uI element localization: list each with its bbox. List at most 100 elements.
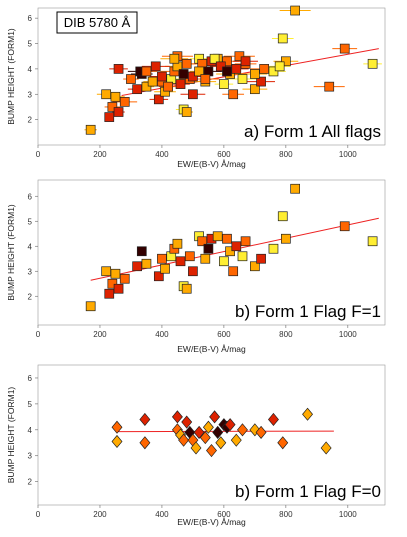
point: [339, 43, 350, 54]
point: [139, 412, 151, 426]
point: [178, 433, 190, 447]
point: [139, 436, 151, 450]
point: [237, 251, 248, 262]
point: [256, 76, 266, 87]
x-tick-label: 800: [279, 330, 293, 339]
point: [209, 53, 220, 64]
point: [222, 233, 232, 244]
point: [212, 425, 224, 439]
x-tick-label: 200: [93, 150, 107, 159]
x-tick-label: 600: [217, 510, 231, 519]
point: [171, 410, 183, 424]
y-tick-label: 3: [28, 90, 33, 99]
point: [110, 91, 121, 102]
y-tick-label: 6: [28, 374, 33, 383]
point: [111, 420, 123, 434]
point: [163, 81, 173, 92]
point: [268, 412, 279, 426]
point: [234, 51, 245, 62]
annotation: DIB 5780 Å: [64, 15, 131, 30]
panel: 0 200 400 600 800 1000 2 3 4 5 6 EW/E(B-V) Å/mag BUM…: [6, 179, 386, 354]
point: [206, 444, 217, 458]
point: [324, 81, 335, 92]
x-tick-label: 0: [36, 330, 41, 339]
plot-frame: [37, 364, 386, 506]
point: [250, 69, 260, 79]
point: [339, 221, 350, 232]
point: [281, 56, 291, 67]
point: [231, 241, 242, 252]
y-tick-label: 4: [28, 242, 33, 251]
point: [175, 79, 186, 89]
y-tick-label: 5: [28, 400, 33, 409]
panel-title: b) Form 1 Flag F=1: [235, 302, 381, 321]
x-tick-label: 400: [155, 330, 169, 339]
point: [110, 268, 121, 279]
point: [209, 410, 221, 424]
point: [160, 263, 170, 274]
point: [200, 253, 211, 264]
point: [184, 251, 195, 262]
point: [150, 61, 161, 72]
x-tick-label: 1000: [339, 330, 357, 339]
point: [188, 71, 198, 82]
x-tick-label: 800: [279, 150, 293, 159]
point: [231, 64, 242, 74]
y-tick-label: 5: [28, 217, 33, 226]
panel: 0 200 400 600 800 1000 2 3 4 5 6 EW/E(B-V) Å/mag BUM…: [6, 364, 386, 527]
x-tick-label: 600: [217, 150, 231, 159]
point: [104, 112, 115, 122]
point: [119, 97, 130, 107]
point: [172, 238, 183, 249]
point: [228, 89, 239, 100]
point: [181, 415, 193, 429]
point: [153, 94, 164, 105]
point: [274, 61, 285, 72]
point: [302, 407, 314, 421]
x-tick-label: 200: [93, 510, 107, 519]
point: [136, 246, 147, 257]
y-axis-label: BUMP HEIGHT (FORM1): [6, 204, 16, 301]
x-axis-label: EW/E(B-V) Å/mag: [177, 344, 246, 354]
point: [194, 66, 204, 77]
y-tick-label: 5: [28, 40, 33, 49]
y-tick-label: 3: [28, 267, 33, 276]
x-tick-label: 200: [93, 330, 107, 339]
point: [190, 441, 202, 455]
point: [157, 253, 167, 264]
point: [215, 61, 226, 72]
point: [240, 56, 251, 67]
x-tick-label: 1000: [339, 150, 357, 159]
point: [107, 102, 118, 112]
x-axis-label: EW/E(B-V) Å/mag: [177, 517, 246, 527]
point: [277, 436, 289, 450]
panel-title: a) Form 1 All flags: [244, 122, 381, 141]
point: [215, 436, 227, 450]
point: [320, 441, 332, 455]
point: [222, 56, 232, 67]
point: [240, 236, 251, 247]
point: [181, 107, 192, 117]
point: [85, 124, 96, 135]
point: [277, 211, 288, 222]
y-tick-label: 2: [28, 292, 33, 301]
point: [181, 58, 192, 69]
y-axis-label: BUMP HEIGHT (FORM1): [6, 387, 16, 484]
point: [101, 266, 112, 277]
point: [199, 431, 211, 445]
point: [290, 183, 301, 194]
point: [200, 74, 211, 84]
point: [141, 66, 152, 77]
x-tick-label: 800: [279, 510, 293, 519]
y-tick-label: 6: [28, 14, 33, 23]
point: [219, 79, 229, 89]
point: [132, 261, 142, 272]
point: [290, 5, 301, 16]
point: [259, 64, 270, 74]
point: [255, 425, 267, 439]
point: [157, 71, 167, 82]
x-tick-label: 400: [155, 510, 169, 519]
point: [153, 271, 164, 282]
point: [219, 256, 229, 267]
